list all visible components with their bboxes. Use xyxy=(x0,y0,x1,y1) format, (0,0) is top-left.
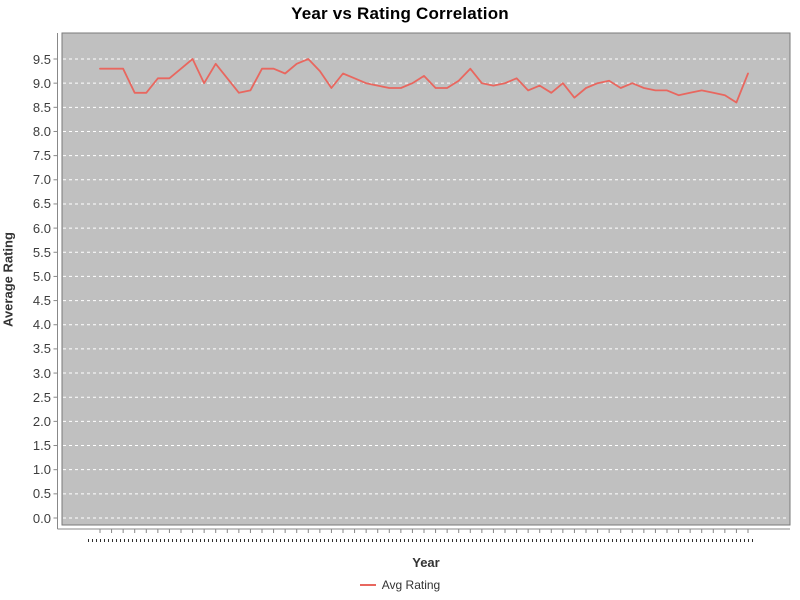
y-tick-label: 1.5 xyxy=(32,438,51,454)
y-tick-label: 4.0 xyxy=(32,317,51,333)
y-tick-label: 3.0 xyxy=(32,365,51,381)
plot-background xyxy=(61,32,791,526)
y-tick-label: 4.5 xyxy=(32,293,51,309)
y-tick-label: 7.5 xyxy=(32,148,51,164)
legend-line-swatch-icon xyxy=(359,584,376,586)
y-axis-title: Average Rating xyxy=(0,232,16,327)
y-tick-label: 5.0 xyxy=(32,268,51,284)
y-tick-label: 0.0 xyxy=(32,510,51,526)
y-tick-label: 2.0 xyxy=(32,413,51,429)
y-tick-label: 1.0 xyxy=(32,462,51,478)
legend-item-label: Avg Rating xyxy=(381,578,441,592)
y-tick-label: 9.0 xyxy=(32,75,51,91)
y-tick-label: 8.0 xyxy=(32,123,51,139)
chart-title: Year vs Rating Correlation xyxy=(291,4,509,23)
y-tick-label: 0.5 xyxy=(32,486,51,502)
x-axis-tick-labels-dots xyxy=(88,539,754,542)
x-axis-title: Year xyxy=(412,555,440,570)
y-tick-label: 2.5 xyxy=(32,389,51,405)
y-tick-label: 9.5 xyxy=(32,51,51,67)
avg-rating-line xyxy=(99,58,749,104)
y-tick-label: 8.5 xyxy=(32,99,51,115)
y-tick-label: 3.5 xyxy=(32,341,51,357)
y-tick-label: 5.5 xyxy=(32,244,51,260)
y-tick-label: 6.0 xyxy=(32,220,51,236)
y-tick-label: 7.0 xyxy=(32,172,51,188)
y-tick-label: 6.5 xyxy=(32,196,51,212)
legend: Avg Rating xyxy=(0,578,800,592)
